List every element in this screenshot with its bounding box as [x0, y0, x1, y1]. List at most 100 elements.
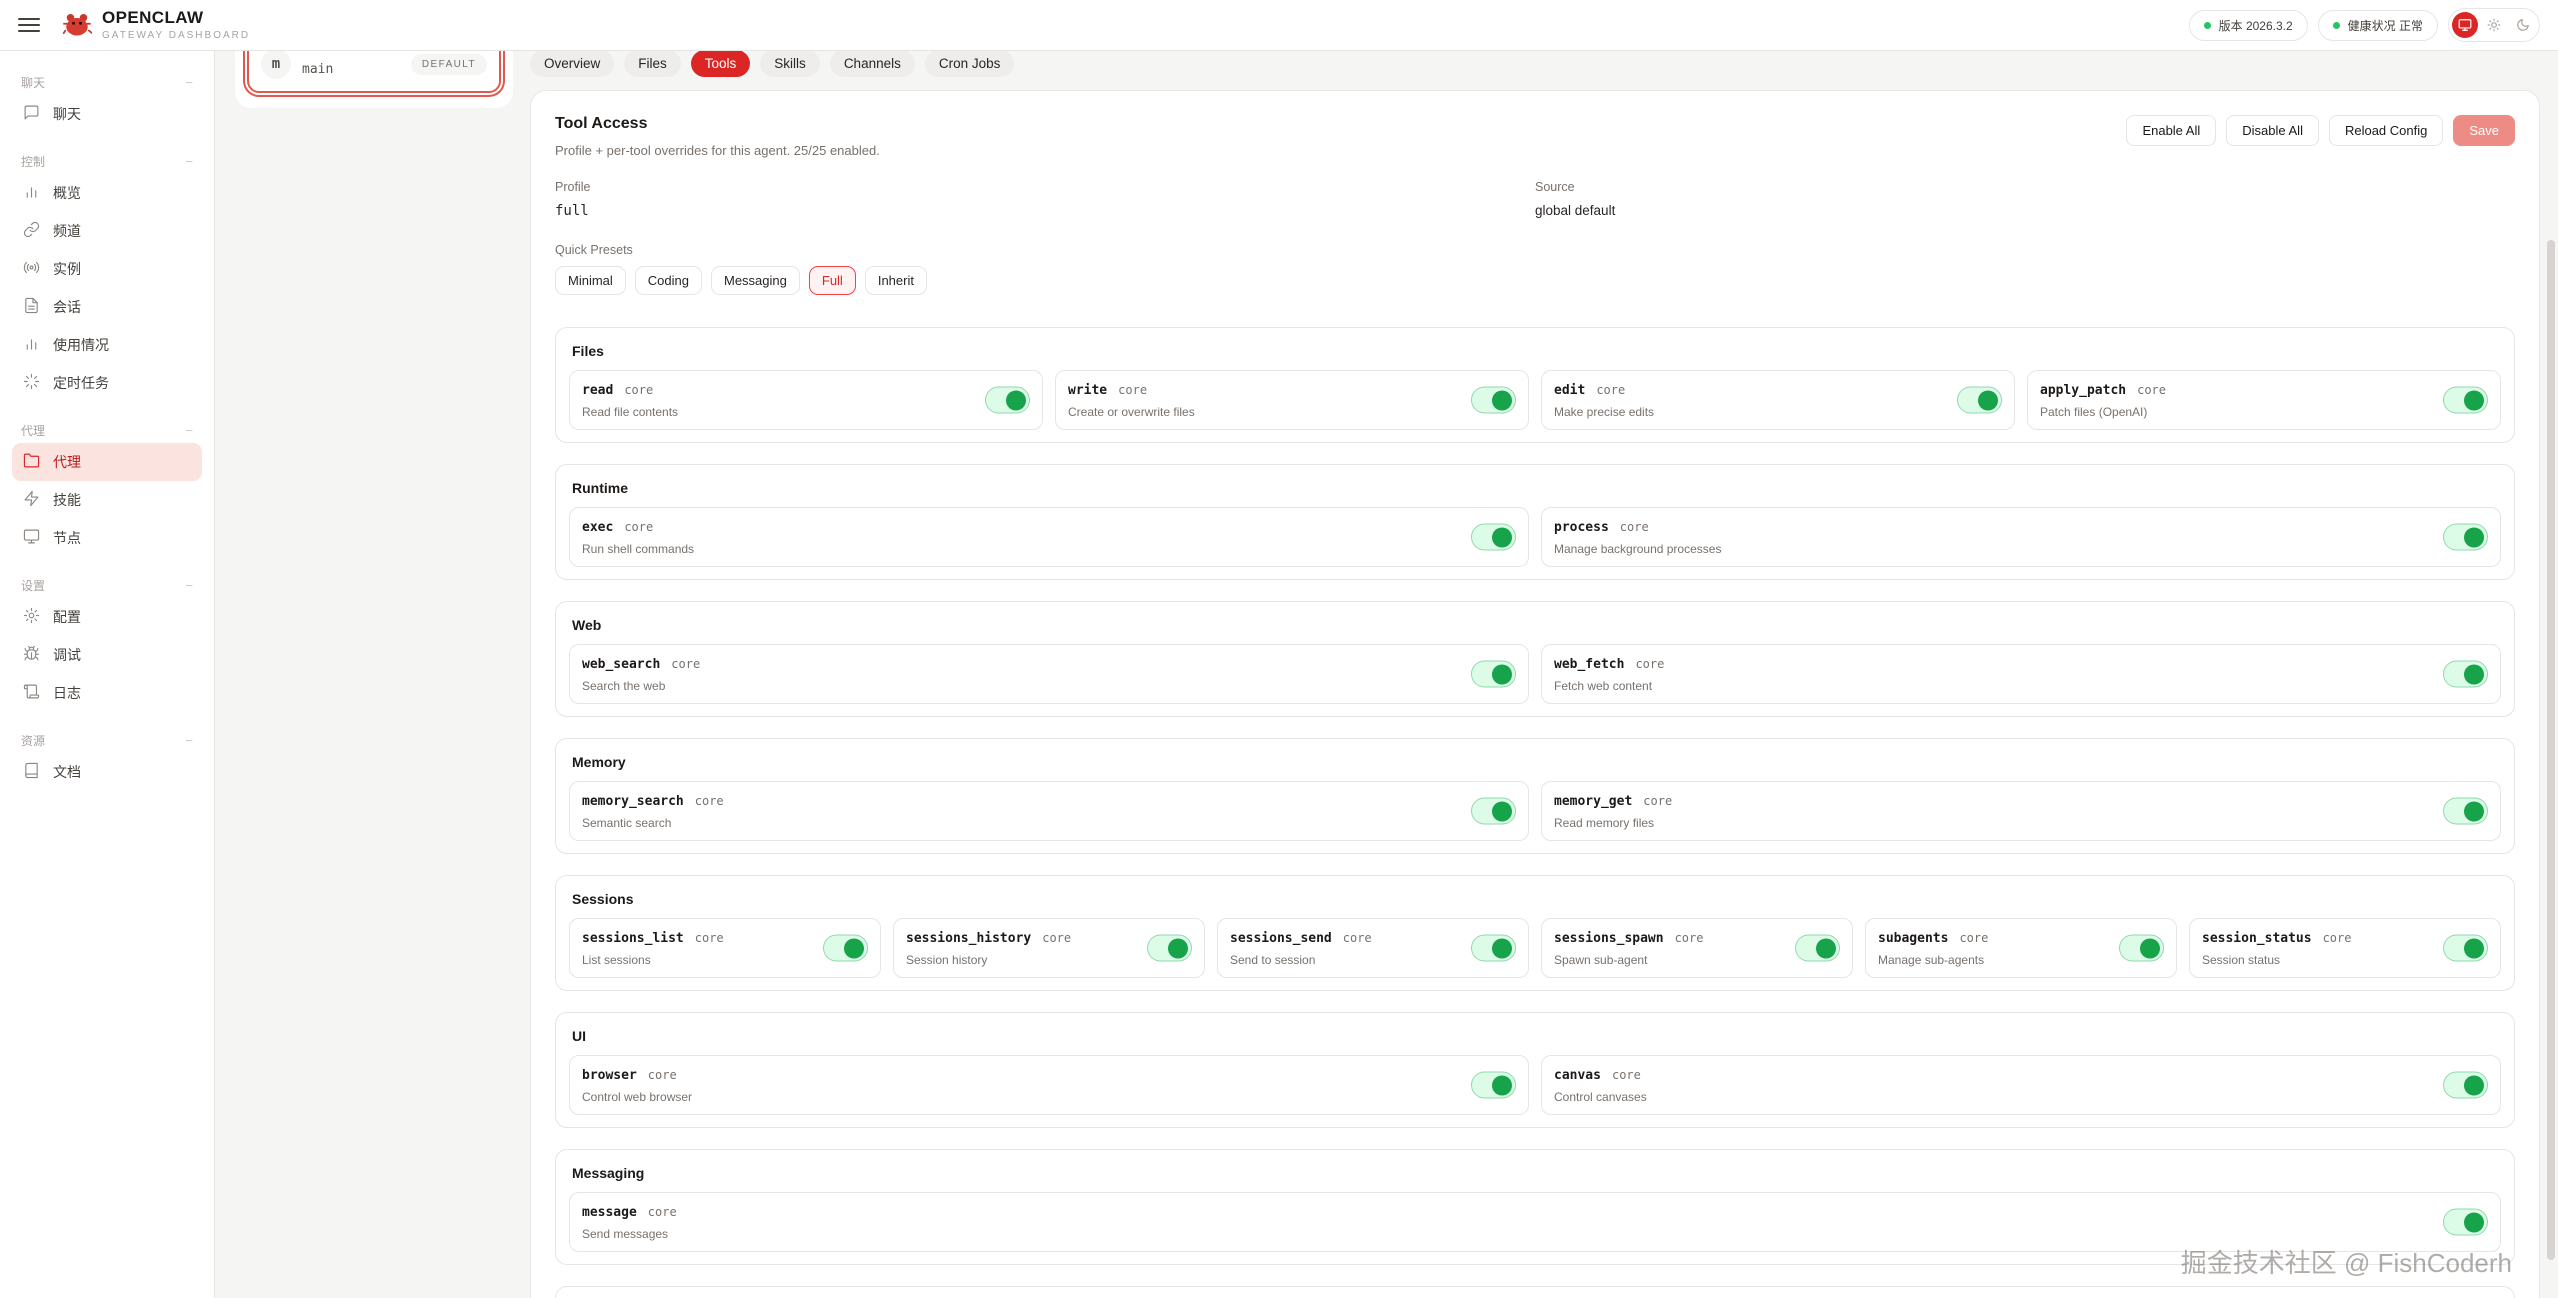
tool-section-runtime: Runtime exec core Run shell commands process…: [555, 464, 2515, 580]
tool-toggle[interactable]: [1471, 1071, 1516, 1099]
bar-chart-icon: [23, 183, 40, 203]
sidebar-item-folder[interactable]: 代理: [12, 443, 202, 481]
panel-header: Tool Access Profile + per-tool overrides…: [555, 115, 2515, 158]
reload-config-button[interactable]: Reload Config: [2328, 115, 2444, 146]
preset-full-button[interactable]: Full: [808, 266, 856, 295]
top-bar: OPENCLAW GATEWAY DASHBOARD 版本 2026.3.2 健…: [0, 0, 2558, 51]
tab-overview[interactable]: Overview: [530, 50, 615, 77]
theme-system-button[interactable]: [2452, 12, 2478, 38]
section-collapse-icon[interactable]: −: [185, 74, 193, 90]
tool-toggle[interactable]: [2443, 660, 2488, 688]
tool-toggle[interactable]: [2443, 386, 2488, 414]
sidebar-item-document[interactable]: 会话: [12, 288, 202, 326]
hamburger-menu-icon[interactable]: [18, 14, 40, 36]
tool-toggle[interactable]: [985, 386, 1030, 414]
tool-toggle[interactable]: [2119, 934, 2164, 962]
brand: OPENCLAW GATEWAY DASHBOARD: [62, 8, 250, 41]
tool-toggle[interactable]: [1471, 523, 1516, 551]
tool-badge: core: [671, 657, 701, 671]
disable-all-button[interactable]: Disable All: [2226, 115, 2319, 146]
sidebar-item-monitor[interactable]: 节点: [12, 519, 202, 557]
sidebar-section-title: 代理: [21, 423, 46, 438]
sidebar-item-link[interactable]: 频道: [12, 212, 202, 250]
page-title: Tool Access: [555, 115, 648, 132]
preset-inherit-button[interactable]: Inherit: [864, 266, 927, 295]
broadcast-icon: [23, 259, 40, 279]
tool-name: process: [1554, 520, 1609, 535]
tool-card-message: message core Send messages: [569, 1192, 2501, 1252]
tool-toggle[interactable]: [2443, 1071, 2488, 1099]
monitor-icon: [2458, 19, 2472, 31]
theme-dark-button[interactable]: [2510, 12, 2536, 38]
tool-description: Send messages: [582, 1227, 669, 1241]
sidebar-item-label: 使用情况: [53, 337, 109, 353]
sidebar-section: 设置 − 配置 调试 日志: [12, 572, 202, 712]
tool-description: Manage sub-agents: [1878, 953, 1985, 967]
sidebar-item-lightning[interactable]: 技能: [12, 481, 202, 519]
tab-skills[interactable]: Skills: [760, 50, 820, 77]
tool-section-memory: Memory memory_search core Semantic search me…: [555, 738, 2515, 854]
tool-toggle[interactable]: [1147, 934, 1192, 962]
sidebar-item-spinner[interactable]: 定时任务: [12, 364, 202, 402]
section-collapse-icon[interactable]: −: [185, 153, 193, 169]
toggle-knob: [1492, 938, 1512, 958]
tab-tools[interactable]: Tools: [690, 50, 751, 77]
tool-toggle[interactable]: [1471, 797, 1516, 825]
sidebar-item-bar-chart[interactable]: 使用情况: [12, 326, 202, 364]
tool-toggle[interactable]: [2443, 523, 2488, 551]
tool-toggle[interactable]: [1471, 934, 1516, 962]
theme-light-button[interactable]: [2481, 12, 2507, 38]
preset-messaging-button[interactable]: Messaging: [711, 266, 800, 295]
tool-card-write: write core Create or overwrite files: [1055, 370, 1529, 430]
tool-description: Session status: [2202, 953, 2281, 967]
tool-cards-row: browser core Control web browser canvas core…: [569, 1055, 2501, 1115]
tool-description: Create or overwrite files: [1068, 405, 1195, 419]
sidebar-item-chat-bubble[interactable]: 聊天: [12, 95, 202, 133]
section-collapse-icon[interactable]: −: [185, 732, 193, 748]
tool-description: Control canvases: [1554, 1090, 1647, 1104]
section-collapse-icon[interactable]: −: [185, 577, 193, 593]
tool-badge: core: [1596, 383, 1626, 397]
tool-section-ui: UI browser core Control web browser canvas co…: [555, 1012, 2515, 1128]
tool-name: edit: [1554, 383, 1586, 398]
section-collapse-icon[interactable]: −: [185, 422, 193, 438]
tab-cron-jobs[interactable]: Cron Jobs: [924, 50, 1015, 77]
tool-description: Read file contents: [582, 405, 679, 419]
tool-card-session_status: session_status core Session status: [2189, 918, 2501, 978]
tool-card-head: read core: [582, 381, 1030, 399]
tool-card-head: process core: [1554, 518, 2488, 536]
tab-files[interactable]: Files: [624, 50, 681, 77]
sidebar-item-bug[interactable]: 调试: [12, 636, 202, 674]
preset-minimal-button[interactable]: Minimal: [555, 266, 626, 295]
tool-card-head: sessions_send core: [1230, 929, 1516, 947]
scrollbar-thumb[interactable]: [2547, 240, 2555, 1260]
sidebar-section: 聊天 − 聊天: [12, 69, 202, 133]
bar-chart-icon: [23, 335, 40, 355]
tool-toggle[interactable]: [2443, 934, 2488, 962]
tool-toggle[interactable]: [2443, 1208, 2488, 1236]
tool-card-edit: edit core Make precise edits: [1541, 370, 2015, 430]
sidebar-section-label: 代理 −: [12, 417, 202, 443]
tool-toggle[interactable]: [1471, 386, 1516, 414]
tab-channels[interactable]: Channels: [829, 50, 915, 77]
tool-card-web_fetch: web_fetch core Fetch web content: [1541, 644, 2501, 704]
tool-toggle[interactable]: [2443, 797, 2488, 825]
sidebar-item-label: 配置: [53, 609, 81, 625]
sidebar-item-broadcast[interactable]: 实例: [12, 250, 202, 288]
version-badge: 版本 2026.3.2: [2188, 9, 2308, 41]
save-button[interactable]: Save: [2453, 115, 2515, 146]
sidebar-item-scroll[interactable]: 日志: [12, 674, 202, 712]
tool-card-web_search: web_search core Search the web: [569, 644, 1529, 704]
preset-coding-button[interactable]: Coding: [634, 266, 702, 295]
tool-toggle[interactable]: [823, 934, 868, 962]
panel-header-text: Tool Access Profile + per-tool overrides…: [555, 115, 880, 158]
sidebar-item-gear[interactable]: 配置: [12, 598, 202, 636]
tool-toggle[interactable]: [1795, 934, 1840, 962]
sidebar-item-book[interactable]: 文档: [12, 753, 202, 791]
tool-toggle[interactable]: [1957, 386, 2002, 414]
enable-all-button[interactable]: Enable All: [2126, 115, 2217, 146]
sidebar-item-bar-chart[interactable]: 概览: [12, 174, 202, 212]
tool-toggle[interactable]: [1471, 660, 1516, 688]
tool-name: web_fetch: [1554, 657, 1625, 672]
